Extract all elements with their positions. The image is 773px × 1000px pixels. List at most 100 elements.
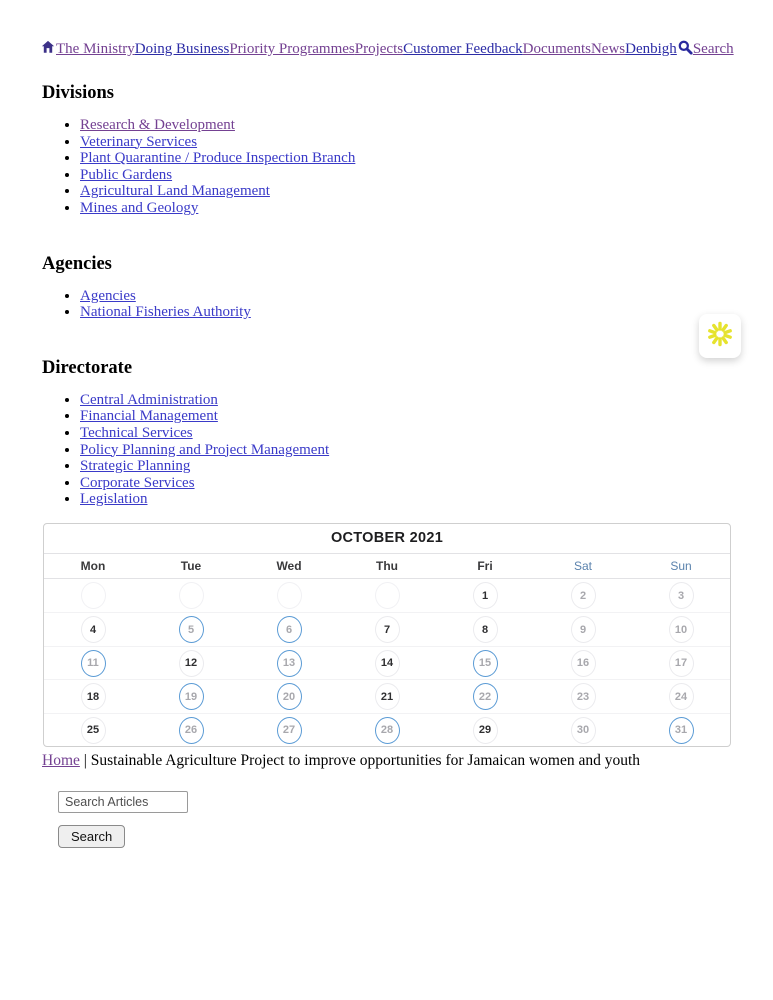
day-header-sat: Sat	[573, 558, 592, 573]
article-search-form: Search	[58, 791, 732, 849]
calendar-week-row: 18 19 20 21 22 23 24	[44, 679, 730, 713]
list-item: Research & Development	[80, 117, 732, 134]
day-header-fri: Fri	[477, 558, 493, 573]
nav-link-the-ministry[interactable]: The Ministry	[56, 41, 135, 57]
calendar-day[interactable]: 3	[668, 582, 694, 610]
link-policy-planning[interactable]: Policy Planning and Project Management	[80, 441, 330, 458]
calendar-day[interactable]: 30	[570, 716, 596, 744]
calendar-day[interactable]: 31	[668, 716, 694, 744]
day-header-thu: Thu	[376, 558, 398, 573]
link-corporate-services[interactable]: Corporate Services	[80, 474, 195, 491]
nav-link-doing-business[interactable]: Doing Business	[134, 41, 230, 57]
calendar-day[interactable]: 29	[472, 716, 498, 744]
nav-link-denbigh[interactable]: Denbigh	[625, 41, 677, 57]
calendar-day[interactable]: 9	[570, 616, 596, 644]
link-agricultural-land-management[interactable]: Agricultural Land Management	[80, 183, 270, 200]
nav-link-search[interactable]: Search	[692, 41, 734, 57]
link-financial-management[interactable]: Financial Management	[80, 408, 218, 425]
calendar-widget: OCTOBER 2021 Mon Tue Wed Thu Fri Sat Sun…	[43, 522, 731, 748]
calendar-day[interactable]: 25	[80, 716, 106, 744]
search-articles-input[interactable]	[58, 791, 188, 814]
list-item: Technical Services	[80, 425, 732, 442]
calendar-day[interactable]: 24	[668, 683, 694, 711]
nav-link-priority-programmes[interactable]: Priority Programmes	[229, 41, 355, 57]
list-item: Policy Planning and Project Management	[80, 442, 732, 459]
nav-link-documents[interactable]: Documents	[522, 41, 591, 57]
list-item: Public Gardens	[80, 167, 732, 184]
calendar-day[interactable]: 12	[178, 649, 204, 677]
link-legislation[interactable]: Legislation	[80, 491, 148, 508]
section-title: Agencies	[42, 253, 112, 274]
calendar-day[interactable]: 18	[80, 683, 106, 711]
link-national-fisheries-authority[interactable]: National Fisheries Authority	[80, 304, 251, 321]
day-header-wed: Wed	[276, 558, 302, 573]
calendar-day[interactable]: 5	[178, 616, 204, 644]
page-title: Sustainable Agriculture Project to impro…	[90, 752, 641, 770]
link-agencies[interactable]: Agencies	[80, 287, 136, 304]
link-strategic-planning[interactable]: Strategic Planning	[80, 458, 191, 475]
calendar-day[interactable]: 14	[374, 649, 400, 677]
link-mines-and-geology[interactable]: Mines and Geology	[80, 199, 199, 216]
section-divisions: Divisions Research & Development Veterin…	[41, 83, 732, 217]
calendar-day[interactable]: 4	[80, 616, 106, 644]
link-technical-services[interactable]: Technical Services	[80, 424, 193, 441]
section-title: Directorate	[42, 357, 133, 378]
link-plant-quarantine[interactable]: Plant Quarantine / Produce Inspection Br…	[80, 150, 356, 167]
calendar-day[interactable]: 17	[668, 649, 694, 677]
section-title: Divisions	[42, 83, 114, 103]
list-item: Financial Management	[80, 408, 732, 425]
calendar-day[interactable]: 19	[178, 683, 204, 711]
calendar-day[interactable]: 22	[472, 683, 498, 711]
calendar-day[interactable]: 11	[80, 649, 106, 677]
calendar-day[interactable]: 23	[570, 683, 596, 711]
calendar-day[interactable]: 1	[472, 582, 498, 610]
calendar-week-row: 1 2 3	[44, 579, 730, 613]
search-articles-button[interactable]: Search	[58, 825, 126, 849]
list-item: Agricultural Land Management	[80, 183, 732, 200]
nav-link-news[interactable]: News	[590, 41, 626, 57]
link-public-gardens[interactable]: Public Gardens	[80, 166, 173, 183]
calendar-day-headers: Mon Tue Wed Thu Fri Sat Sun	[44, 554, 730, 579]
home-icon[interactable]	[41, 40, 55, 59]
calendar-day[interactable]: 6	[276, 616, 302, 644]
calendar-day	[80, 582, 106, 610]
link-central-administration[interactable]: Central Administration	[80, 391, 218, 408]
calendar-day[interactable]: 15	[472, 649, 498, 677]
list-item: Plant Quarantine / Produce Inspection Br…	[80, 150, 732, 167]
calendar-day[interactable]: 28	[374, 716, 400, 744]
calendar-day	[178, 582, 204, 610]
calendar-day[interactable]: 2	[570, 582, 596, 610]
yellow-asterisk-icon	[707, 321, 733, 352]
calendar-week-row: 11 12 13 14 15 16 17	[44, 645, 730, 680]
directorate-list: Central Administration Financial Managem…	[41, 392, 732, 508]
list-item: Central Administration	[80, 392, 732, 409]
calendar-day[interactable]: 26	[178, 716, 204, 744]
nav-link-projects[interactable]: Projects	[354, 41, 404, 57]
section-agencies: Agencies Agencies National Fisheries Aut…	[41, 254, 732, 321]
list-item: Strategic Planning	[80, 458, 732, 475]
day-header-mon: Mon	[80, 558, 106, 573]
list-item: Legislation	[80, 491, 732, 508]
link-research-development[interactable]: Research & Development	[80, 117, 235, 133]
link-veterinary-services[interactable]: Veterinary Services	[80, 133, 198, 150]
accessibility-widget-button[interactable]	[699, 314, 741, 358]
home-link[interactable]: Home	[42, 752, 80, 770]
calendar-day[interactable]: 13	[276, 649, 302, 677]
calendar-day[interactable]: 27	[276, 716, 302, 744]
calendar-day[interactable]: 21	[374, 683, 400, 711]
calendar-day[interactable]: 20	[276, 683, 302, 711]
calendar-day[interactable]: 7	[374, 616, 400, 644]
divisions-list: Research & Development Veterinary Servic…	[41, 117, 732, 217]
agencies-list: Agencies National Fisheries Authority	[41, 288, 732, 321]
list-item: Corporate Services	[80, 475, 732, 492]
list-item: Agencies	[80, 288, 732, 305]
calendar-day[interactable]: 10	[668, 616, 694, 644]
breadcrumb-separator: |	[83, 752, 87, 770]
breadcrumb: Home | Sustainable Agriculture Project t…	[42, 752, 732, 770]
calendar-day[interactable]: 8	[472, 616, 498, 644]
day-header-tue: Tue	[180, 558, 202, 573]
calendar-month-title: OCTOBER 2021	[44, 524, 730, 554]
calendar-day[interactable]: 16	[570, 649, 596, 677]
magnifier-icon[interactable]	[678, 40, 693, 60]
nav-link-customer-feedback[interactable]: Customer Feedback	[403, 41, 523, 57]
